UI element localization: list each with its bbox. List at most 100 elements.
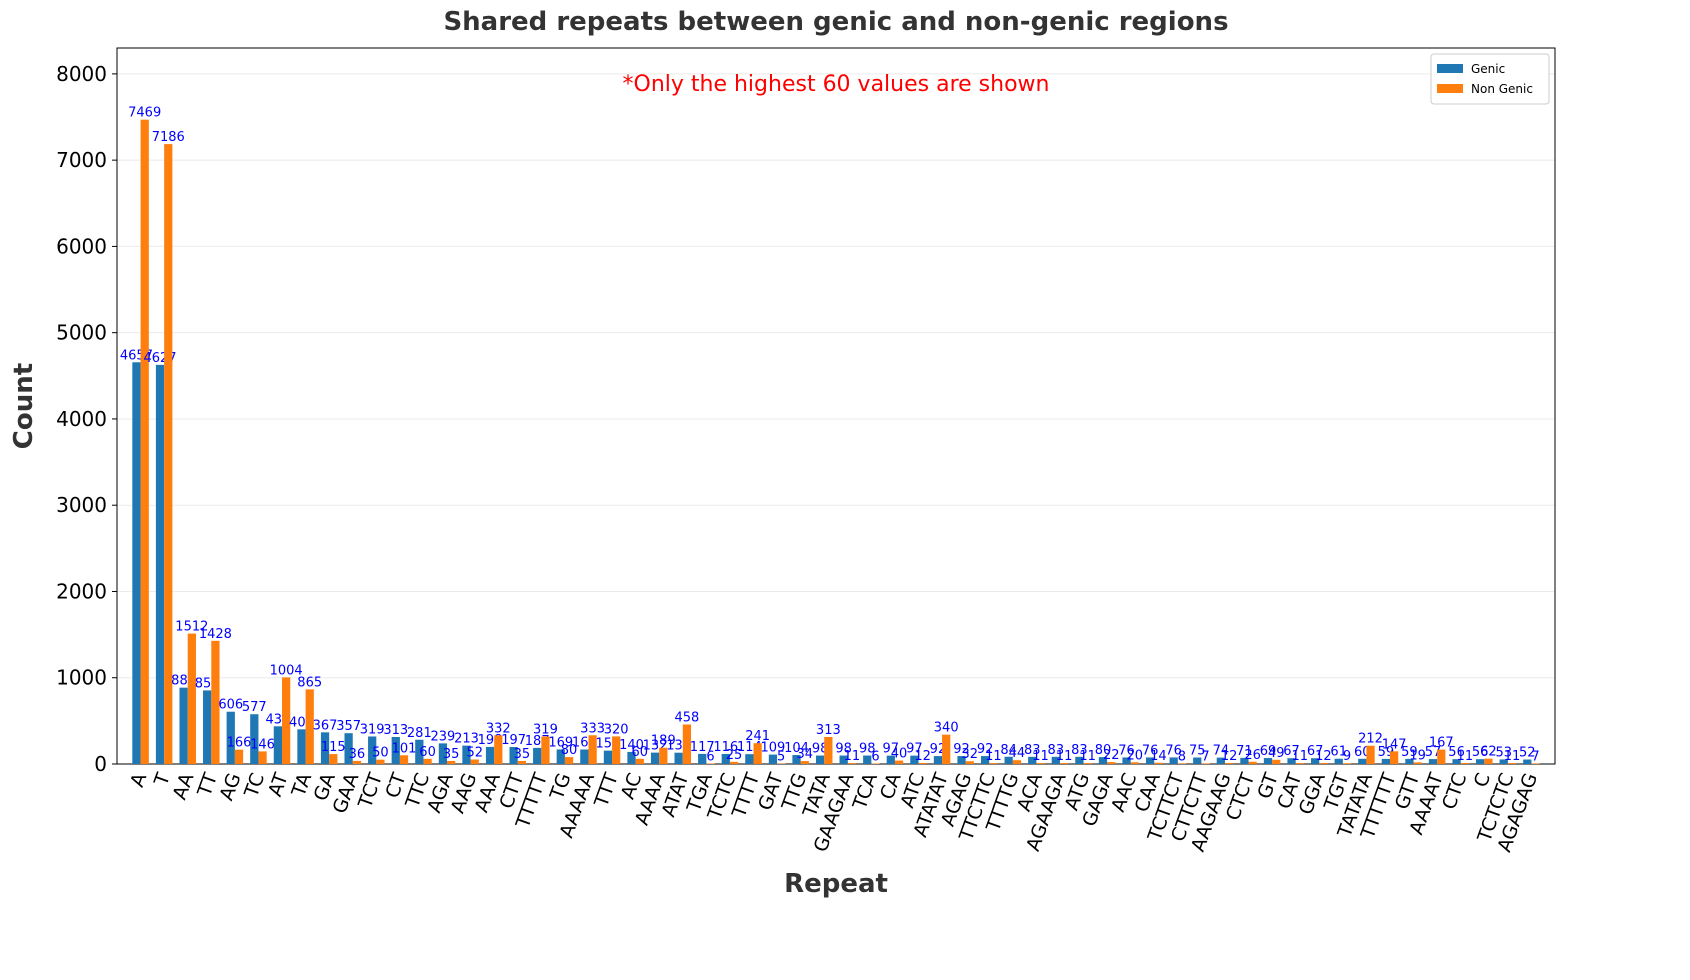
bar: [824, 737, 832, 764]
bar: [651, 753, 659, 764]
bar: [274, 726, 282, 764]
value-label: 11: [1056, 749, 1073, 764]
value-label: 340: [934, 721, 959, 736]
bar: [179, 688, 187, 764]
x-axis-label: Repeat: [784, 869, 888, 899]
legend-swatch: [1437, 64, 1463, 73]
legend-label: Genic: [1471, 62, 1505, 76]
y-tick-label: 2000: [56, 579, 107, 603]
bar: [533, 748, 541, 764]
bar: [675, 753, 683, 764]
plot-frame: [117, 48, 1555, 764]
value-label: 7186: [152, 130, 185, 145]
bar: [329, 754, 337, 764]
bar: [863, 756, 871, 764]
bar: [698, 754, 706, 764]
value-label: 32: [962, 747, 979, 762]
bar: [141, 120, 149, 764]
value-label: 34: [796, 747, 813, 762]
bar: [400, 755, 408, 764]
value-label: 1428: [199, 627, 232, 642]
value-label: 213: [454, 732, 479, 747]
y-tick-label: 7000: [56, 148, 107, 172]
value-label: 115: [321, 740, 346, 755]
y-tick-label: 5000: [56, 321, 107, 345]
value-label: 281: [407, 726, 432, 741]
value-label: 7: [1531, 749, 1539, 764]
value-label: 357: [336, 719, 361, 734]
value-label: 166: [227, 736, 252, 751]
legend-swatch: [1437, 84, 1463, 93]
value-label: 239: [430, 729, 455, 744]
value-label: 7469: [128, 106, 161, 121]
y-tick-label: 1000: [56, 666, 107, 690]
value-label: 9: [1343, 749, 1351, 764]
bar: [486, 747, 494, 764]
value-label: 40: [891, 747, 908, 762]
bar: [1366, 746, 1374, 764]
legend-label: Non Genic: [1471, 82, 1533, 96]
value-label: 606: [218, 698, 243, 713]
value-label: 62: [1480, 745, 1497, 760]
value-label: 11: [1504, 749, 1521, 764]
bar: [132, 362, 140, 764]
value-label: 313: [383, 723, 408, 738]
value-label: 11: [1292, 749, 1309, 764]
bar: [565, 757, 573, 764]
value-label: 313: [816, 723, 841, 738]
value-label: 7: [1201, 749, 1209, 764]
bar: [164, 144, 172, 764]
bar: [934, 756, 942, 764]
chart-title: Shared repeats between genic and non-gen…: [443, 7, 1228, 37]
value-label: 11: [844, 749, 861, 764]
annotation: *Only the highest 60 values are shown: [623, 72, 1050, 97]
value-label: 35: [443, 747, 460, 762]
bar: [769, 755, 777, 764]
bar: [1390, 751, 1398, 764]
value-label: 197: [501, 733, 526, 748]
value-label: 12: [914, 749, 931, 764]
y-tick-label: 3000: [56, 493, 107, 517]
legend: Genic Non Genic: [1431, 54, 1549, 104]
x-tick-label: A: [126, 770, 151, 790]
bar: [1437, 750, 1445, 764]
bar: [580, 750, 588, 764]
value-label: 577: [242, 700, 267, 715]
value-label: 20: [1127, 748, 1144, 763]
bar: [604, 751, 612, 764]
y-axis-label: Count: [9, 363, 39, 449]
bar: [258, 751, 266, 764]
value-label: 146: [250, 737, 275, 752]
value-label: 22: [1103, 748, 1120, 763]
bar: [745, 754, 753, 764]
value-label: 12: [1221, 749, 1238, 764]
value-label: 11: [985, 749, 1002, 764]
value-label: 26: [1244, 748, 1261, 763]
value-label: 319: [360, 722, 385, 737]
y-tick-label: 8000: [56, 62, 107, 86]
bar: [816, 756, 824, 764]
value-label: 49: [1268, 746, 1285, 761]
value-label: 60: [419, 745, 436, 760]
value-label: 44: [1009, 746, 1026, 761]
value-label: 6: [871, 749, 879, 764]
value-label: 8: [1178, 749, 1186, 764]
value-label: 12: [1315, 749, 1332, 764]
bar: [297, 729, 305, 764]
x-tick-label: AT: [264, 770, 293, 800]
value-label: 50: [372, 746, 389, 761]
bar: [235, 750, 243, 764]
value-label: 35: [514, 747, 531, 762]
value-label: 320: [604, 722, 629, 737]
x-tick-label: AA: [169, 770, 199, 802]
bar: [942, 735, 950, 764]
bar: [203, 690, 211, 764]
value-label: 36: [349, 747, 366, 762]
bar: [188, 634, 196, 764]
bar: [156, 365, 164, 764]
value-label: 11: [1079, 749, 1096, 764]
value-label: 333: [580, 721, 605, 736]
value-label: 865: [297, 675, 322, 690]
value-label: 11: [1457, 749, 1474, 764]
